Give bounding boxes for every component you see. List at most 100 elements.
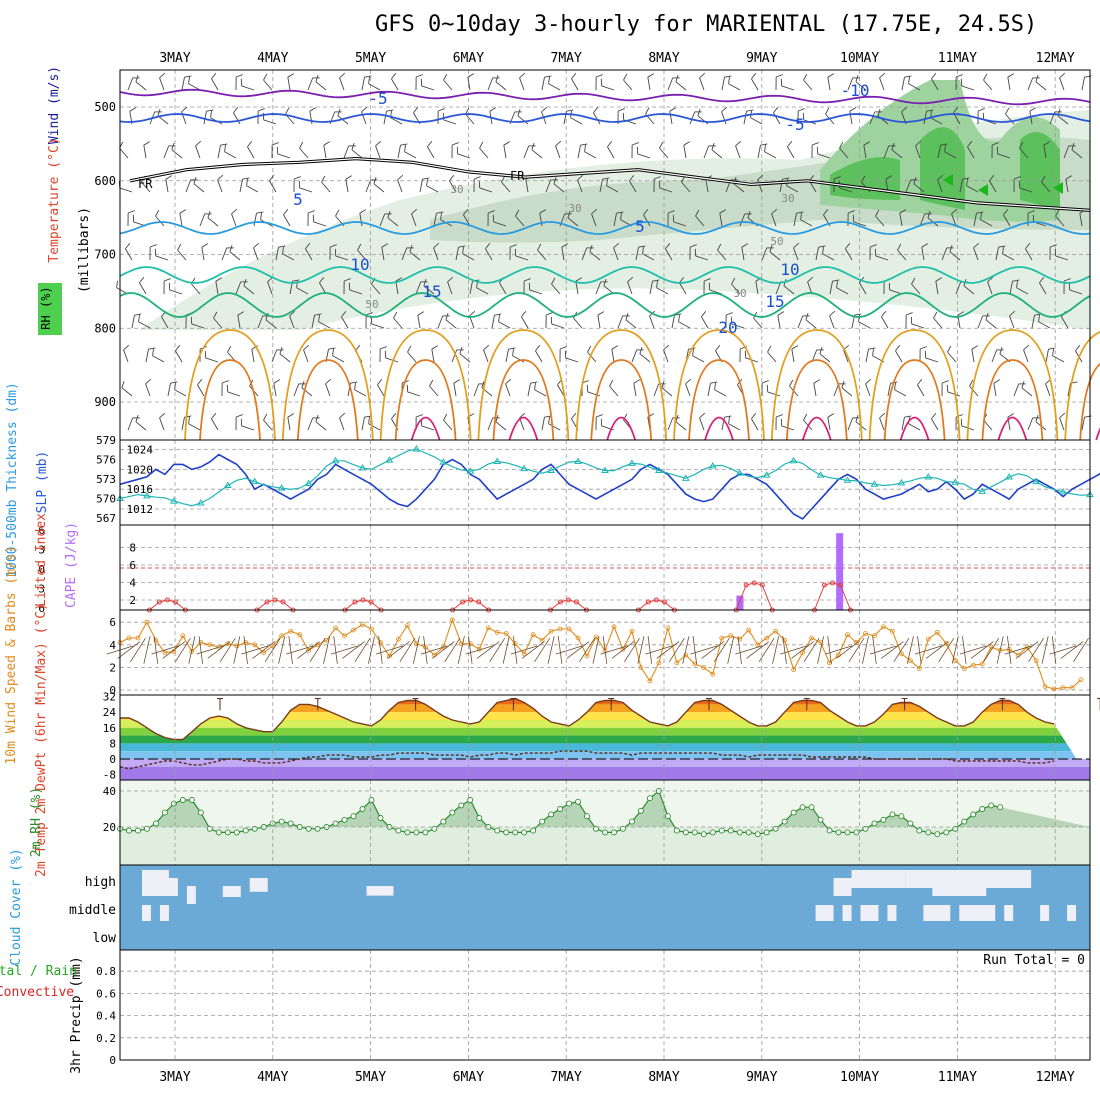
wind-barb <box>791 345 799 350</box>
wind-barb <box>1009 315 1015 329</box>
wind-speed-marker <box>494 629 500 635</box>
wind-barb <box>589 245 593 252</box>
wind-barb <box>381 243 389 248</box>
wind-barb <box>584 151 597 159</box>
wind-barb <box>832 279 840 282</box>
wind-barb <box>315 421 327 431</box>
rh-marker <box>943 829 950 836</box>
rh-marker <box>143 825 150 832</box>
wind-barb <box>643 209 649 216</box>
wind-barb <box>980 219 993 227</box>
wind-barb <box>453 379 461 384</box>
rh-marker <box>584 813 590 820</box>
date-label-top: 7MAY <box>551 51 582 66</box>
rh-marker <box>826 827 833 834</box>
wind-barb <box>731 277 736 285</box>
wind-barb <box>701 316 709 329</box>
wind-barb <box>597 315 601 329</box>
wind-barb <box>318 314 320 322</box>
rh-marker <box>431 825 438 832</box>
rh-marker <box>790 809 797 816</box>
ylabel-thickness: 1000-500mb Thickness (dm) <box>5 382 20 578</box>
wind-barb <box>282 246 284 254</box>
wind-barb <box>603 279 607 286</box>
wind-barb <box>339 77 345 91</box>
wind-barb <box>679 277 685 284</box>
wind-barb-10m <box>323 636 331 664</box>
wind-barb <box>447 276 454 283</box>
wind-barb <box>797 108 805 112</box>
wind-barb <box>251 345 259 350</box>
wind-barb <box>695 255 709 261</box>
wind-barb <box>1025 243 1031 250</box>
wind-speed-marker <box>925 636 931 642</box>
wind-barb <box>637 153 651 159</box>
wind-barb <box>921 247 925 261</box>
wind-barb <box>123 344 130 351</box>
wind-barb <box>997 153 1011 159</box>
wind-barb <box>279 347 283 354</box>
wind-barb <box>436 211 444 214</box>
wind-barb <box>699 72 706 79</box>
temp-tick-label: 8 <box>109 737 116 750</box>
wind-barb <box>256 211 264 214</box>
rh-marker <box>691 829 698 836</box>
wind-barb-10m <box>817 636 825 664</box>
wind-barb <box>705 179 709 193</box>
wind-barb-10m <box>489 638 506 662</box>
wind-barb <box>715 345 721 352</box>
wind-speed-marker <box>961 666 967 671</box>
wind-barb <box>174 382 176 390</box>
wind-barb <box>299 187 313 193</box>
wind-barb <box>479 141 484 149</box>
wind-barb <box>735 140 742 147</box>
wind-barb <box>739 213 746 227</box>
wind-barb <box>602 177 610 180</box>
wind-barb <box>721 106 728 113</box>
high-rh-marker <box>1053 182 1063 194</box>
wind-speed-marker <box>943 641 949 647</box>
pressure-tick-label: 700 <box>94 248 116 262</box>
wind-barb <box>613 213 617 227</box>
wind-barb <box>1065 175 1073 180</box>
wind-barb <box>807 281 813 295</box>
wind-barb-10m <box>1051 636 1057 664</box>
wind-barb <box>237 311 245 316</box>
rh-marker <box>126 827 132 834</box>
isotherm-30-loop <box>899 416 930 441</box>
isotherm-line <box>119 221 1091 235</box>
wind-barb <box>443 413 448 421</box>
wind-barb <box>263 413 268 421</box>
wind-barb <box>138 321 151 329</box>
rh-marker <box>305 825 312 832</box>
wind-barb <box>663 349 669 363</box>
wind-barb <box>498 314 500 322</box>
wind-barb-10m <box>827 636 832 664</box>
wind-barb <box>699 417 705 431</box>
wind-barb <box>980 212 982 220</box>
wind-speed-marker <box>126 635 132 641</box>
pressure-tick-label: 500 <box>94 100 116 114</box>
wind-barb <box>188 83 201 91</box>
wind-barb <box>681 181 691 193</box>
rh-marker <box>970 811 977 818</box>
rh-marker <box>880 816 887 823</box>
wind-speed-marker <box>674 660 680 666</box>
wind-barb <box>967 146 975 159</box>
wind-barb-10m <box>399 638 416 662</box>
wind-barb <box>551 323 565 329</box>
wind-barb <box>905 179 912 193</box>
wind-barb <box>575 281 579 295</box>
wind-barb <box>508 347 516 350</box>
rh-marker <box>449 809 456 816</box>
wind-speed-marker <box>863 631 868 636</box>
wind-barb <box>761 247 768 261</box>
temperature-band <box>120 698 1090 705</box>
wind-barb <box>371 283 381 295</box>
ylabel-precip: 3hr Precip (mm) <box>69 956 84 1073</box>
wind-barb <box>519 77 525 91</box>
wind-barb <box>205 357 219 363</box>
thickness-marker <box>493 457 502 464</box>
wind-barb <box>431 349 435 363</box>
wind-barb <box>955 281 962 295</box>
